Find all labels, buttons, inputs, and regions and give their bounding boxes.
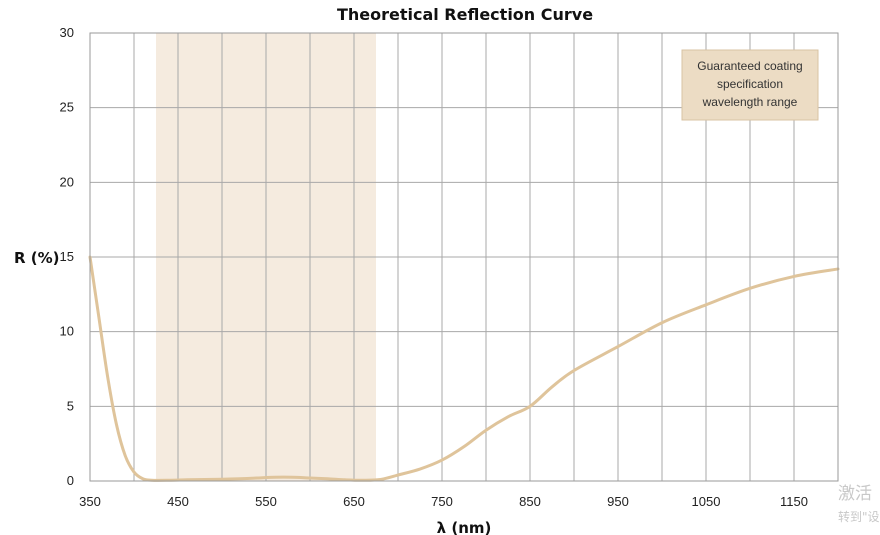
y-tick-label: 5 <box>67 398 74 413</box>
y-axis-label: R (%) <box>14 249 60 267</box>
annotation-line: specification <box>717 77 783 91</box>
annotation-box: Guaranteed coating specification wavelen… <box>681 49 819 121</box>
y-tick-label: 25 <box>60 100 74 115</box>
y-tick-label: 0 <box>67 473 74 488</box>
plot-border <box>89 32 839 482</box>
x-tick-label: 1150 <box>780 494 808 509</box>
y-tick-label: 20 <box>60 174 74 189</box>
reflection-series-line <box>88 255 840 482</box>
annotation-line: wavelength range <box>702 95 798 109</box>
x-tick-label: 1050 <box>692 494 721 509</box>
x-tick-label: 850 <box>519 494 541 509</box>
y-tick-label: 15 <box>60 249 74 264</box>
watermark-line: 激活 <box>838 484 872 504</box>
annotation-line: Guaranteed coating <box>697 59 802 73</box>
x-tick-label: 650 <box>343 494 365 509</box>
watermark-line: 转到"设 <box>838 509 880 524</box>
y-tick-label: 10 <box>60 324 74 339</box>
x-tick-label: 550 <box>255 494 277 509</box>
x-tick-label: 350 <box>79 494 101 509</box>
annotation-box-background <box>681 49 819 121</box>
y-tick-label: 30 <box>60 25 74 40</box>
x-tick-label: 950 <box>607 494 629 509</box>
x-axis-label: λ (nm) <box>437 519 492 535</box>
x-tick-label: 750 <box>431 494 453 509</box>
chart-title: Theoretical Reflection Curve <box>337 5 593 24</box>
watermark: 激活 转到"设 <box>838 484 880 524</box>
x-tick-label: 450 <box>167 494 189 509</box>
